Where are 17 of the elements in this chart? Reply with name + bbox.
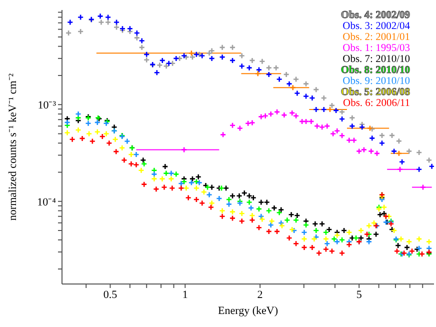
x-axis-title: Energy (keV) (218, 305, 278, 317)
y-tick-label: 10⁻³ (38, 100, 57, 112)
text: Obs. 3: 2002/04 (342, 21, 410, 32)
text: Obs. 1: 1995/03 (342, 43, 410, 54)
x-tick-label: 2 (257, 288, 263, 301)
text: Obs. 4: 2002/09 (340, 10, 410, 21)
text: Obs. 9: 2010/10 (342, 76, 410, 87)
text: Obs. 7: 2010/10 (342, 54, 410, 65)
text: Obs. 6: 2006/11 (342, 98, 410, 109)
y-tick-label: 10⁻⁴ (37, 196, 56, 208)
x-tick-label: 5 (356, 288, 362, 301)
text: Obs. 5: 2006/08 (340, 87, 410, 98)
x-tick-label: 0.5 (103, 288, 118, 301)
y-axis-title: normalized counts s⁻¹ keV⁻¹ cm⁻² (6, 72, 19, 221)
x-tick-label: 1 (182, 288, 188, 301)
text: Obs. 8: 2010/10 (340, 65, 410, 76)
text: Obs. 2: 2001/01 (342, 32, 410, 43)
